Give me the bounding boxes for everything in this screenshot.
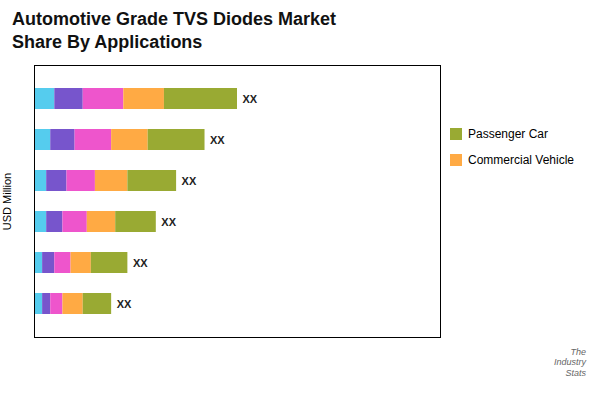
html-text:Commercial Vehicle: Commercial Vehicle	[468, 153, 574, 167]
html-text:Passenger Car: Passenger Car	[468, 127, 548, 141]
svg-text:XX: XX	[243, 93, 258, 105]
html-text:The Industry Stats: The Industry Stats	[554, 347, 586, 378]
html-text:Automotive Grade TVS Diodes Ma: Automotive Grade TVS Diodes Market Share…	[12, 9, 337, 52]
svg-text:XX: XX	[210, 134, 225, 146]
svg-text:XX: XX	[117, 298, 132, 310]
svg-text:XX: XX	[182, 175, 197, 187]
svg-text:XX: XX	[161, 216, 176, 228]
svg-text:USD Million: USD Million	[1, 173, 13, 230]
svg-text:XX: XX	[133, 257, 148, 269]
